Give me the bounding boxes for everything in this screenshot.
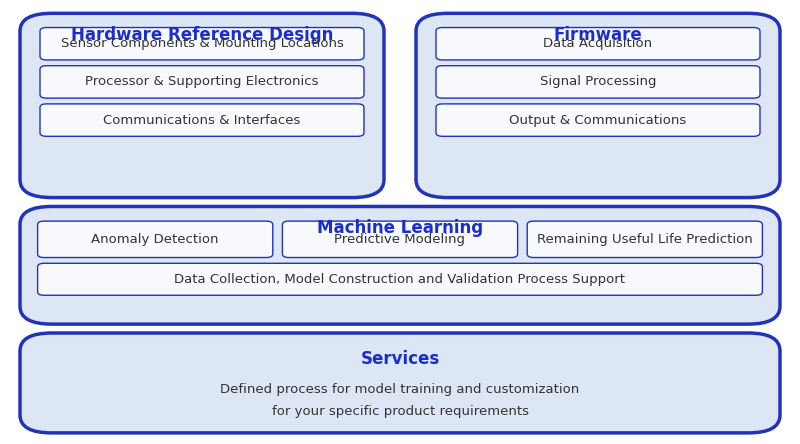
Text: Processor & Supporting Electronics: Processor & Supporting Electronics — [86, 75, 318, 88]
Text: Defined process for model training and customization
for your specific product r: Defined process for model training and c… — [220, 384, 580, 418]
FancyBboxPatch shape — [20, 206, 780, 324]
Text: Remaining Useful Life Prediction: Remaining Useful Life Prediction — [537, 233, 753, 246]
Text: Output & Communications: Output & Communications — [510, 114, 686, 127]
FancyBboxPatch shape — [527, 221, 762, 258]
FancyBboxPatch shape — [20, 13, 384, 198]
Text: Data Collection, Model Construction and Validation Process Support: Data Collection, Model Construction and … — [174, 273, 626, 286]
FancyBboxPatch shape — [282, 221, 518, 258]
FancyBboxPatch shape — [40, 104, 364, 136]
Text: Sensor Components & Mounting Locations: Sensor Components & Mounting Locations — [61, 37, 343, 50]
Text: Firmware: Firmware — [554, 26, 642, 44]
Text: Services: Services — [360, 350, 440, 368]
Text: Data Acquisition: Data Acquisition — [543, 37, 653, 50]
FancyBboxPatch shape — [416, 13, 780, 198]
FancyBboxPatch shape — [40, 28, 364, 60]
Text: Hardware Reference Design: Hardware Reference Design — [71, 26, 333, 44]
Text: Predictive Modeling: Predictive Modeling — [334, 233, 466, 246]
FancyBboxPatch shape — [436, 104, 760, 136]
FancyBboxPatch shape — [40, 66, 364, 98]
FancyBboxPatch shape — [436, 66, 760, 98]
FancyBboxPatch shape — [436, 28, 760, 60]
Text: Signal Processing: Signal Processing — [540, 75, 656, 88]
FancyBboxPatch shape — [20, 333, 780, 433]
Text: Machine Learning: Machine Learning — [317, 219, 483, 237]
Text: Anomaly Detection: Anomaly Detection — [91, 233, 219, 246]
FancyBboxPatch shape — [38, 221, 273, 258]
FancyBboxPatch shape — [38, 263, 762, 295]
Text: Communications & Interfaces: Communications & Interfaces — [103, 114, 301, 127]
